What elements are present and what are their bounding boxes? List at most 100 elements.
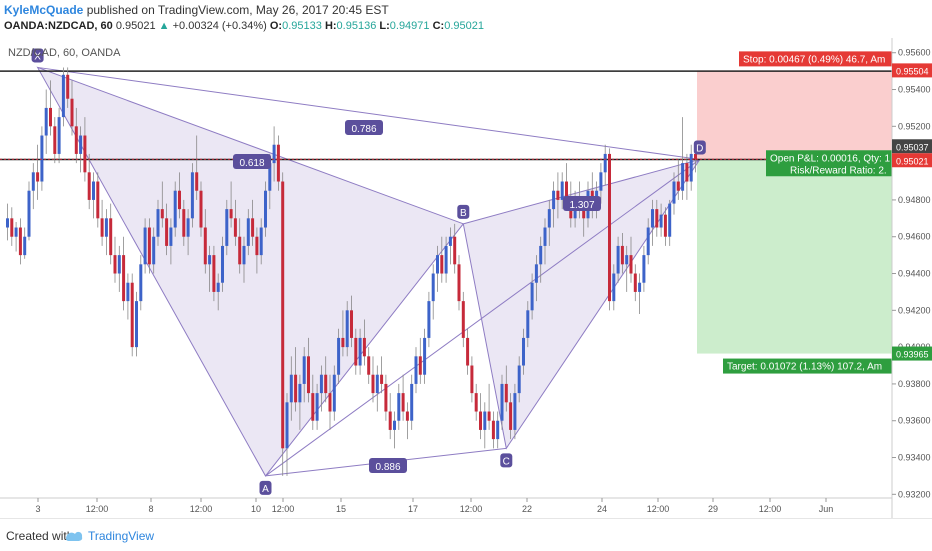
candle-body bbox=[307, 356, 310, 394]
candle-body bbox=[311, 393, 315, 421]
candle-body bbox=[281, 181, 285, 449]
candle-body bbox=[61, 74, 65, 118]
candle-body bbox=[294, 374, 298, 403]
target-label: Target: 0.01072 (1.13%) 107.2, Am bbox=[727, 362, 882, 373]
low-value: 0.94971 bbox=[389, 20, 430, 32]
candle-body bbox=[246, 218, 250, 246]
candle-body bbox=[616, 245, 620, 274]
candle-body bbox=[182, 209, 186, 237]
price-tick-label: 0.95400 bbox=[898, 85, 931, 95]
author-link[interactable]: KyleMcQuade bbox=[4, 3, 84, 17]
candle-body bbox=[453, 236, 457, 265]
candle-body bbox=[556, 190, 560, 200]
candle-body bbox=[371, 374, 375, 394]
time-tick-label: 12:00 bbox=[190, 504, 213, 514]
time-tick-label: 29 bbox=[708, 504, 718, 514]
low-label: L: bbox=[379, 20, 390, 32]
time-tick-label: 12:00 bbox=[647, 504, 670, 514]
candle-body bbox=[126, 282, 130, 302]
chart-title: NZD/CAD, 60, OANDA bbox=[8, 47, 121, 59]
stop-label: Stop: 0.00467 (0.49%) 46.7, Am bbox=[743, 54, 885, 65]
time-tick-label: 12:00 bbox=[272, 504, 295, 514]
candle-body bbox=[530, 282, 534, 311]
candle-body bbox=[332, 374, 336, 412]
candle-body bbox=[139, 264, 143, 302]
candle-body bbox=[186, 218, 190, 237]
point-label-d: D bbox=[696, 143, 703, 154]
candle-body bbox=[324, 374, 328, 394]
candle-body bbox=[543, 227, 547, 246]
candle-body bbox=[676, 181, 680, 191]
candle-body bbox=[302, 356, 306, 384]
stop-price-tag-bg bbox=[892, 63, 932, 78]
stop-price-tag: 0.95504 bbox=[896, 66, 929, 76]
point-badge bbox=[693, 140, 706, 155]
candle-body bbox=[74, 126, 78, 154]
candle-body bbox=[401, 393, 405, 412]
candle-body bbox=[685, 163, 689, 182]
xd-line bbox=[37, 66, 700, 160]
time-tick-label: 8 bbox=[148, 504, 153, 514]
point-label-a: A bbox=[262, 484, 269, 495]
price-chart[interactable]: X A B C D 0.618 0.786 0.886 1.307 Stop: 0.00467 (… bbox=[0, 38, 932, 518]
candle-body bbox=[190, 172, 194, 219]
candle-body bbox=[66, 74, 70, 99]
ratio-label: 0.886 bbox=[375, 462, 400, 473]
candle-body bbox=[651, 209, 654, 228]
candle-body bbox=[608, 153, 611, 302]
candle-body bbox=[255, 236, 259, 256]
high-price-tag-bg bbox=[892, 139, 932, 154]
candle-body bbox=[380, 374, 384, 384]
time-tick-label: 12:00 bbox=[460, 504, 483, 514]
tradingview-brand[interactable]: TradingView bbox=[88, 529, 155, 543]
candle-body bbox=[199, 190, 203, 228]
position-zones bbox=[697, 70, 892, 354]
time-tick-label: 3 bbox=[35, 504, 40, 514]
open-value: 0.95133 bbox=[282, 20, 322, 32]
candle-body bbox=[672, 181, 676, 204]
candle-body bbox=[328, 393, 332, 412]
candle-body bbox=[233, 218, 237, 237]
candle-body bbox=[319, 374, 323, 394]
candle-body bbox=[83, 135, 87, 173]
time-tick-label: 12:00 bbox=[86, 504, 109, 514]
candle-body bbox=[470, 365, 474, 394]
price-axis: 0.932000.934000.936000.938000.940000.942… bbox=[891, 38, 932, 518]
pattern-triangle-bcd bbox=[462, 158, 701, 450]
candle-body bbox=[633, 273, 637, 292]
candle-body bbox=[694, 153, 697, 160]
candle-body bbox=[104, 218, 108, 237]
candle-body bbox=[582, 209, 586, 219]
candle-body bbox=[44, 107, 48, 136]
candle-body bbox=[681, 163, 685, 191]
candle-body bbox=[479, 411, 482, 430]
candle-body bbox=[178, 190, 181, 210]
candle-body bbox=[517, 365, 521, 394]
candle-body bbox=[663, 214, 667, 237]
candle-body bbox=[547, 209, 551, 228]
candle-body bbox=[208, 255, 212, 265]
candle-body bbox=[14, 227, 18, 237]
publish-line: KyleMcQuade published on TradingView.com… bbox=[4, 3, 389, 17]
candle-body bbox=[388, 411, 392, 430]
candle-body bbox=[487, 411, 491, 421]
candle-body bbox=[156, 209, 160, 237]
pnl-label: Open P&L: 0.00016, Qty: 1 bbox=[770, 153, 891, 164]
candle-body bbox=[79, 135, 83, 154]
candle-body bbox=[276, 144, 280, 182]
candle-body bbox=[448, 236, 452, 246]
high-price-tag: 0.95037 bbox=[896, 142, 929, 152]
candle-body bbox=[6, 218, 9, 228]
candle-body bbox=[659, 214, 663, 228]
candle-body bbox=[87, 172, 91, 200]
candle-body bbox=[603, 153, 607, 173]
candle-body bbox=[216, 282, 220, 292]
candle-body bbox=[539, 245, 543, 265]
candle-body bbox=[655, 209, 659, 228]
point-badge bbox=[259, 480, 272, 495]
candles bbox=[6, 67, 697, 476]
ratio-badge bbox=[563, 196, 601, 211]
candle-body bbox=[337, 337, 341, 375]
candle-body bbox=[289, 374, 293, 403]
candle-body bbox=[354, 337, 358, 366]
